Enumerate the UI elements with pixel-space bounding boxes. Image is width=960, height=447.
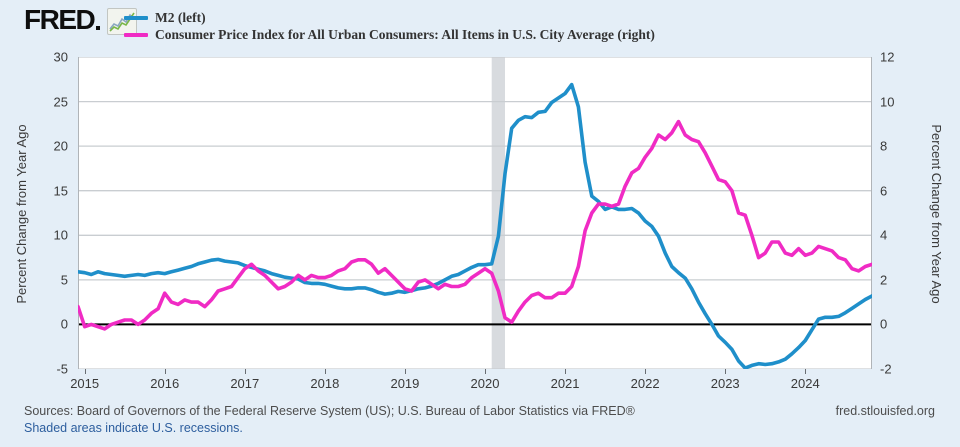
footer: Sources: Board of Governors of the Feder… [24,403,935,437]
x-axis-tick-label: 2018 [310,376,340,391]
legend-swatch-m2 [124,15,148,20]
x-axis-tick-mark [565,369,567,374]
x-axis-tick-label: 2024 [790,376,820,391]
x-axis-tick-mark [404,369,406,374]
x-axis-tick-mark [805,369,807,374]
legend-label: Consumer Price Index for All Urban Consu… [155,26,655,42]
legend-swatch-cpi [124,32,148,37]
right-axis-tick-label: -2 [880,361,892,377]
left-axis-tick-label: 10 [53,227,68,243]
x-axis-tick-mark [164,369,166,374]
legend-item[interactable]: Consumer Price Index for All Urban Consu… [124,26,655,43]
site-link[interactable]: fred.stlouisfed.org [835,404,935,418]
plot-area[interactable] [78,57,872,369]
x-axis-tick-mark [485,369,486,374]
legend: M2 (left) Consumer Price Index for All Ur… [124,9,655,43]
left-axis-tick-label: -5 [56,361,68,377]
x-axis-tick-label: 2015 [70,376,100,391]
recession-note-link[interactable]: Shaded areas indicate U.S. recessions. [24,421,243,435]
right-axis-tick-label: 12 [880,49,895,65]
left-axis-tick-label: 20 [53,138,68,154]
right-axis-tick-label: 10 [880,94,895,110]
x-axis-tick-label: 2021 [550,376,580,391]
x-axis-tick-label: 2020 [470,376,500,391]
fred-logo-text: FRED [24,4,96,35]
x-axis-tick-mark [84,369,86,374]
recession-band [491,57,505,369]
right-axis-title: Percent Change from Year Ago [929,124,944,304]
left-axis-tick-label: 30 [53,49,68,65]
right-axis-tick-label: 2 [880,272,888,288]
legend-item[interactable]: M2 (left) [124,9,655,26]
left-axis-tick-label: 25 [53,94,68,110]
m2-line[interactable] [78,82,872,369]
x-axis-tick-mark [324,369,326,374]
x-axis-tick-mark [725,369,727,374]
x-axis-tick-label: 2019 [390,376,420,391]
left-axis-tick-label: 0 [60,316,68,332]
x-axis-tick-label: 2023 [710,376,740,391]
fred-logo-chart-icon [107,8,138,35]
right-axis-tick-label: 0 [880,316,888,332]
plot-svg[interactable] [78,57,872,369]
right-axis-tick-label: 8 [880,138,888,154]
x-axis-tick-mark [645,369,647,374]
left-axis-tick-label: 5 [60,272,68,288]
sources-text: Sources: Board of Governors of the Feder… [24,404,635,418]
right-axis-tick-label: 6 [880,183,888,199]
cpi-line[interactable] [78,119,872,331]
x-axis-tick-label: 2022 [630,376,660,391]
x-axis-tick-label: 2017 [230,376,260,391]
left-axis-tick-label: 15 [53,183,68,199]
fred-logo-dot [96,26,101,30]
right-axis-tick-label: 4 [880,227,888,243]
legend-label: M2 (left) [155,9,206,25]
x-axis-tick-label: 2016 [150,376,180,391]
fred-logo[interactable]: FRED [24,4,138,35]
plot-background [78,57,872,369]
x-axis-tick-mark [244,369,246,374]
